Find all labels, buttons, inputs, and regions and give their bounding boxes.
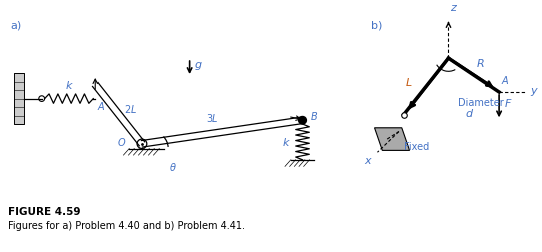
Text: $2L$: $2L$ <box>125 103 138 115</box>
Text: $A$: $A$ <box>501 74 509 86</box>
Text: $g$: $g$ <box>195 60 203 72</box>
Bar <box>15 73 24 124</box>
Text: Fixed: Fixed <box>404 142 429 152</box>
Text: Figures for a) Problem 4.40 and b) Problem 4.41.: Figures for a) Problem 4.40 and b) Probl… <box>8 221 244 231</box>
Circle shape <box>299 116 306 124</box>
Text: $z$: $z$ <box>450 3 459 13</box>
Text: a): a) <box>10 20 22 30</box>
Text: Diameter: Diameter <box>458 98 504 108</box>
Text: $d$: $d$ <box>465 107 474 119</box>
Text: $O$: $O$ <box>117 136 126 148</box>
Text: $A$: $A$ <box>97 100 106 112</box>
Text: FIGURE 4.59: FIGURE 4.59 <box>8 207 80 217</box>
Text: $F$: $F$ <box>504 97 513 109</box>
Text: $k$: $k$ <box>282 136 291 148</box>
Text: $x$: $x$ <box>364 156 372 166</box>
Text: b): b) <box>371 20 382 30</box>
Text: $k$: $k$ <box>64 79 73 91</box>
Text: $3L$: $3L$ <box>206 112 219 124</box>
Text: $y$: $y$ <box>530 86 539 98</box>
Text: $L$: $L$ <box>405 76 412 88</box>
Polygon shape <box>375 128 410 150</box>
Text: $B$: $B$ <box>311 110 318 121</box>
Text: $R$: $R$ <box>476 57 485 70</box>
Text: $\theta$: $\theta$ <box>169 161 177 173</box>
